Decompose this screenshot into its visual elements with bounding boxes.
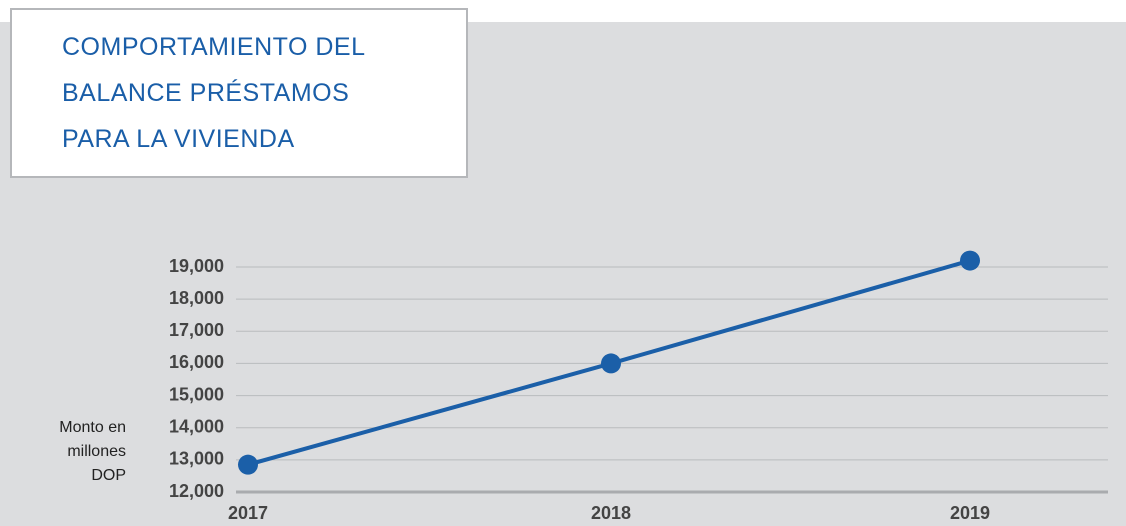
y-axis-label: Monto en millones DOP — [59, 419, 126, 484]
x-tick-label: 2018 — [591, 503, 631, 523]
chart-title: COMPORTAMIENTO DEL BALANCE PRÉSTAMOS PAR… — [62, 33, 365, 153]
y-tick-label: 19,000 — [169, 256, 224, 276]
point — [601, 353, 621, 374]
y-tick-label: 16,000 — [169, 352, 224, 372]
point — [238, 454, 258, 475]
y-tick-label: 17,000 — [169, 320, 224, 340]
point — [960, 250, 980, 271]
x-tick-label: 2017 — [228, 503, 268, 523]
title-box: COMPORTAMIENTO DEL BALANCE PRÉSTAMOS PAR… — [10, 8, 468, 178]
y-tick-label: 14,000 — [169, 416, 224, 436]
y-tick-label: 12,000 — [169, 481, 224, 501]
y-tick-label: 18,000 — [169, 288, 224, 308]
y-tick-label: 13,000 — [169, 449, 224, 469]
y-tick-label: 15,000 — [169, 384, 224, 404]
x-tick-label: 2019 — [950, 503, 990, 523]
